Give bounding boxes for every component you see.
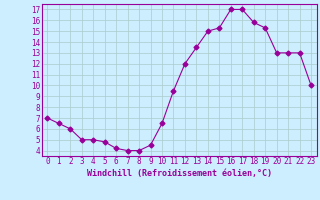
X-axis label: Windchill (Refroidissement éolien,°C): Windchill (Refroidissement éolien,°C) [87,169,272,178]
